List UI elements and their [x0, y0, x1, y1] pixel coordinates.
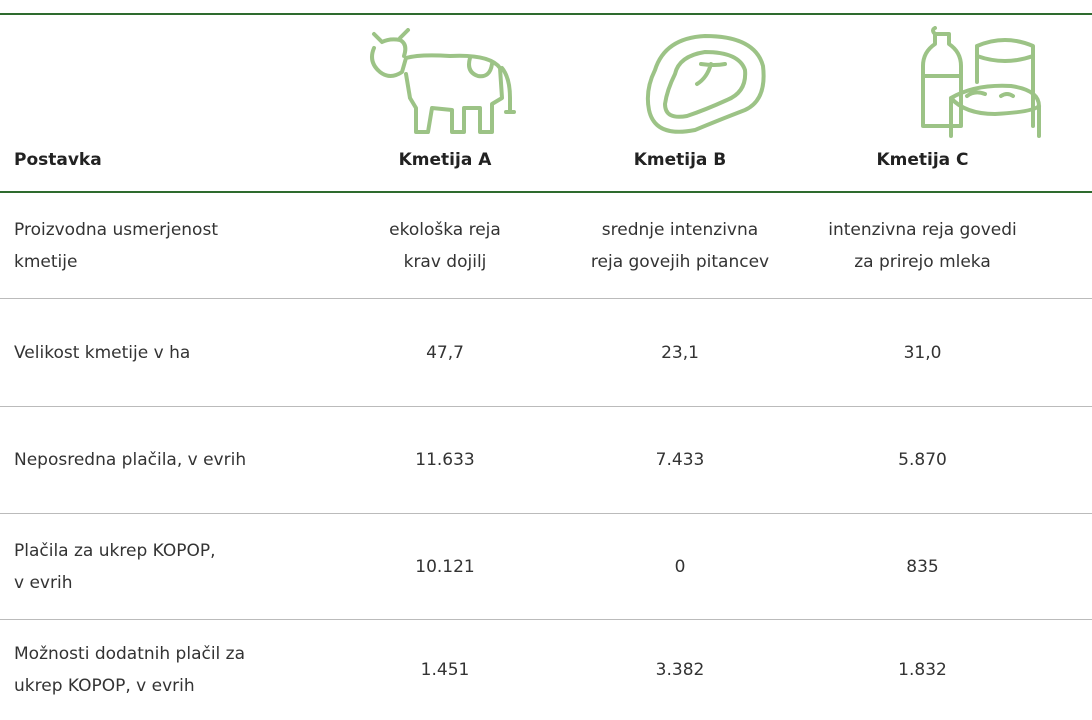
- cell-line: 1.832: [898, 660, 947, 680]
- cell-line: Možnosti dodatnih plačil za: [14, 644, 246, 664]
- cell: Neposredna plačila, v evrih: [14, 444, 246, 476]
- cell: Proizvodna usmerjenost kmetije: [14, 214, 218, 278]
- cell: Velikost kmetije v ha: [14, 337, 190, 369]
- cell: 23,1: [565, 337, 795, 369]
- cell: Plačila za ukrep KOPOP, v evrih: [14, 535, 216, 599]
- cell-line: 10.121: [415, 556, 475, 577]
- cell-line: Neposredna plačila, v evrih: [14, 450, 247, 470]
- cell: 5.870: [800, 444, 1045, 476]
- header-cell: Kmetija A: [398, 150, 492, 170]
- cell: 7.433: [565, 444, 795, 476]
- cell: intenzivna reja govedi za prirejo mleka: [800, 214, 1045, 278]
- steak-icon: [645, 34, 766, 134]
- cell-line: Proizvodna usmerjenost: [14, 219, 218, 240]
- header-rule: [0, 191, 1092, 193]
- cell: Možnosti dodatnih plačil za ukrep KOPOP, …: [14, 638, 245, 702]
- row-rule: [0, 513, 1092, 514]
- cell: srednje intenzivna reja govejih pitancev: [565, 214, 795, 278]
- cell: 11.633: [330, 444, 560, 476]
- cell-line: ekološka reja: [389, 219, 501, 240]
- row-rule: [0, 619, 1092, 620]
- cell-line: 1.451: [420, 660, 470, 680]
- cell-line: 31,0: [903, 342, 942, 363]
- cell: ekološka reja krav dojilj: [330, 214, 560, 278]
- header-cell: Postavka: [14, 150, 102, 170]
- cell-line: 5.870: [898, 450, 947, 470]
- cell-line: 23,1: [661, 342, 699, 363]
- cell-line: 7.433: [655, 450, 705, 470]
- cell-line: za prirejo mleka: [854, 251, 991, 272]
- cell-line: krav dojilj: [403, 251, 487, 272]
- dairy-icon: [921, 26, 1041, 138]
- cell: 0: [565, 551, 795, 583]
- cell-line: reja govejih pitancev: [590, 251, 770, 272]
- cell-line: Velikost kmetije v ha: [14, 342, 191, 363]
- cell-line: intenzivna reja govedi: [828, 219, 1017, 240]
- cell: 10.121: [330, 551, 560, 583]
- cell-line: 3.382: [655, 660, 705, 680]
- cell: 3.382: [565, 654, 795, 686]
- row-rule: [0, 298, 1092, 299]
- cell: 835: [800, 551, 1045, 583]
- cell-line: srednje intenzivna: [601, 219, 759, 240]
- cell-line: 47,7: [426, 342, 464, 363]
- cell: 1.832: [800, 654, 1045, 686]
- header-cell: Kmetija B: [633, 150, 727, 170]
- cell: 47,7: [330, 337, 560, 369]
- cell-line: Plačila za ukrep KOPOP,: [14, 540, 216, 561]
- cell: 31,0: [800, 337, 1045, 369]
- cow-icon: [370, 28, 516, 134]
- cell-line: 11.633: [415, 450, 475, 470]
- cell-line: 0: [674, 556, 686, 577]
- cell-line: ukrep KOPOP, v evrih: [14, 676, 195, 696]
- cell-line: v evrih: [14, 572, 73, 593]
- row-rule: [0, 406, 1092, 407]
- header-cell: Kmetija C: [876, 150, 969, 170]
- top-rule: [0, 13, 1092, 15]
- cell-line: 835: [906, 556, 939, 577]
- cell-line: kmetije: [14, 251, 78, 272]
- cell: 1.451: [330, 654, 560, 686]
